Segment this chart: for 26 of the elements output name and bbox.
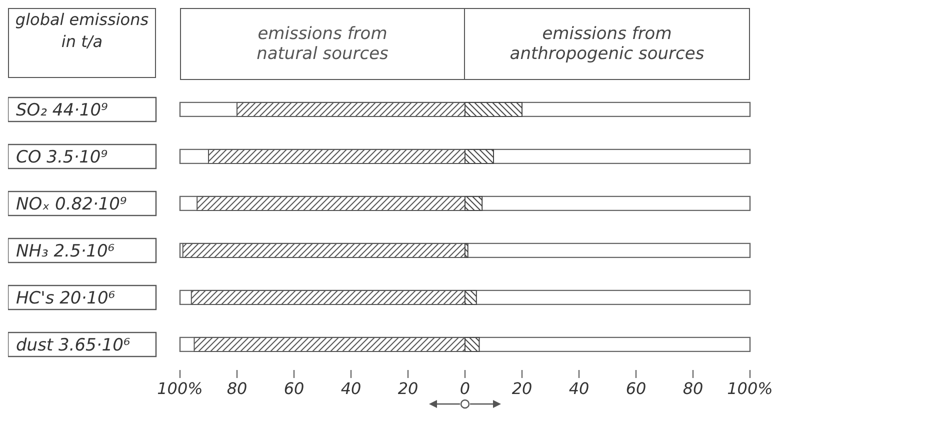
bar: [464, 290, 477, 305]
bar: [464, 242, 468, 258]
text: emissions from anthropogenic sources: [465, 8, 750, 80]
x-tick-label: 80: [226, 379, 248, 398]
y-tick-label: NOₓ 0.82·10⁹: [16, 194, 127, 214]
x-tick-label: 60: [626, 379, 646, 398]
x-tick-label: 100%: [727, 379, 773, 398]
bar: [464, 336, 480, 352]
bar: [464, 196, 483, 211]
x-tick-label: 40: [340, 379, 362, 398]
y-tick-label: dust 3.65·10⁶: [16, 336, 130, 356]
y-tick-label: CO 3.5·10⁹: [16, 148, 108, 168]
y-tick-label: SO₂ 44·10⁹: [16, 100, 108, 120]
x-tick-label: 80: [682, 379, 704, 398]
y-axis-title: global emissions in t/a: [8, 8, 156, 78]
bar: [464, 148, 494, 164]
y-tick-label: NH₃ 2.5·10⁶: [16, 242, 115, 262]
text: emissions from natural sources: [180, 8, 465, 80]
x-tick-label: 20: [398, 379, 418, 398]
x-tick-label: 40: [568, 379, 590, 398]
x-tick-label: 60: [284, 379, 304, 398]
x-tick-label: 20: [512, 379, 532, 398]
y-tick-label: HC's 20·10⁶: [16, 288, 116, 308]
x-tick-label: 0: [460, 379, 470, 398]
bar: [464, 102, 522, 117]
x-tick-label: 100%: [157, 379, 203, 398]
